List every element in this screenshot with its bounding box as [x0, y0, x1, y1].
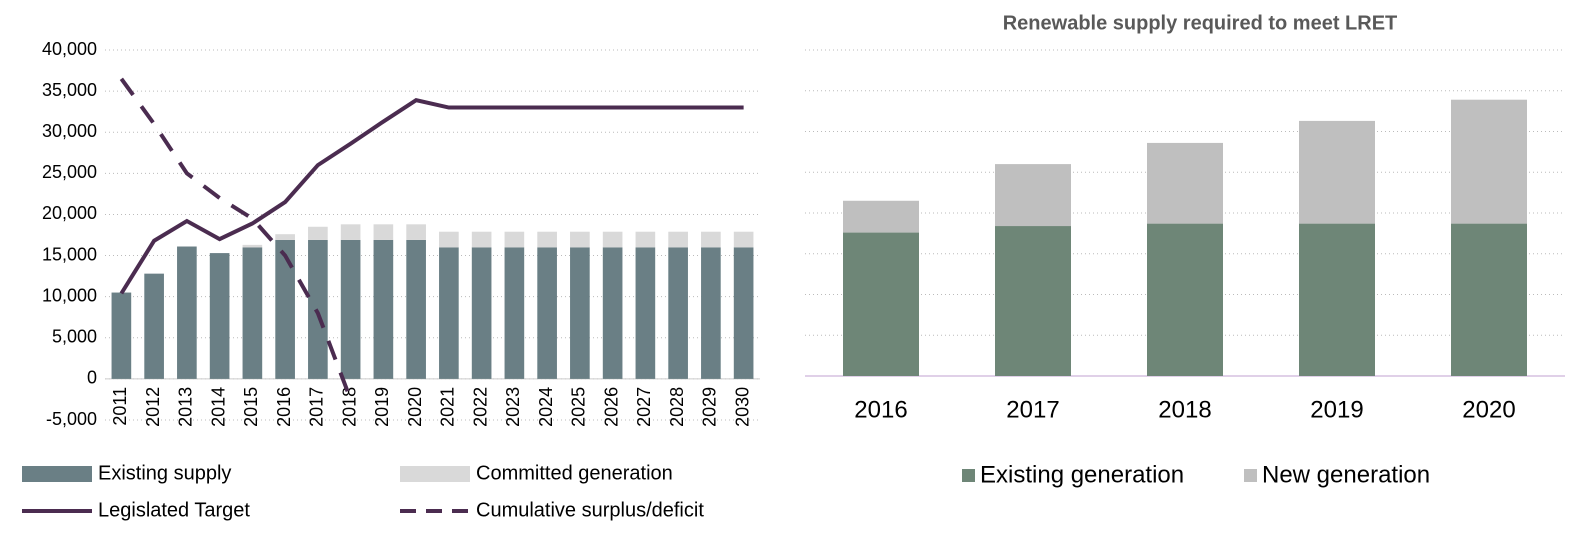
bar [340, 239, 361, 379]
x-tick-label: 2018 [1158, 396, 1211, 423]
bar [602, 247, 623, 379]
bar [701, 231, 721, 248]
bar [1147, 223, 1223, 376]
bar [373, 239, 394, 379]
bar [308, 226, 328, 240]
x-tick-label: 2026 [601, 387, 621, 427]
x-tick-label: 2014 [208, 387, 228, 427]
bar [1451, 223, 1527, 376]
x-tick-label: 2019 [1310, 396, 1363, 423]
bar [471, 247, 492, 379]
bar [242, 244, 263, 248]
legend-label: Cumulative surplus/deficit [476, 499, 704, 521]
y-tick-label: 10,000 [42, 285, 97, 305]
bar [668, 247, 688, 379]
bar [439, 247, 459, 379]
y-tick-label: 35,000 [42, 80, 97, 100]
bar [471, 231, 492, 248]
bar [504, 247, 525, 379]
x-tick-label: 2025 [569, 387, 589, 427]
x-tick-label: 2017 [307, 387, 327, 427]
x-tick-label: 2023 [503, 387, 523, 427]
legend-label: Existing supply [98, 462, 231, 484]
x-tick-label: 2016 [854, 396, 907, 423]
legend-swatch [400, 466, 470, 482]
x-tick-label: 2013 [176, 387, 196, 427]
x-tick-label: 2030 [732, 387, 752, 427]
bar [439, 231, 459, 248]
x-tick-label: 2016 [274, 387, 294, 427]
y-tick-label: 40,000 [42, 39, 97, 59]
line [119, 98, 744, 295]
bar [1299, 223, 1375, 376]
legend-swatch [22, 466, 92, 482]
bar [1451, 99, 1527, 224]
bar [504, 231, 525, 248]
x-tick-label: 2018 [339, 387, 359, 427]
bar [209, 253, 230, 379]
x-tick-label: 2021 [438, 387, 458, 427]
legend-label: Legislated Target [98, 499, 250, 521]
x-tick-label: 2019 [372, 387, 392, 427]
bar [635, 247, 656, 379]
y-tick-label: 25,000 [42, 162, 97, 182]
bar [843, 200, 919, 233]
bar [242, 247, 263, 379]
bar [701, 247, 721, 379]
legend-label: Committed generation [476, 462, 673, 484]
bar [373, 224, 394, 240]
bar [602, 231, 623, 248]
bar [733, 247, 754, 379]
legend-label: New generation [1262, 461, 1430, 488]
x-tick-label: 2011 [110, 387, 130, 426]
legend-swatch [1244, 469, 1257, 482]
chart-title: Renewable supply required to meet LRET [1003, 12, 1398, 34]
bar [668, 231, 688, 248]
y-tick-label: 20,000 [42, 203, 97, 223]
bar [843, 232, 919, 376]
bar [275, 234, 295, 240]
x-tick-label: 2020 [405, 387, 425, 427]
bar [177, 246, 197, 379]
bar [537, 231, 557, 248]
bar [144, 273, 164, 379]
bar [1299, 120, 1375, 224]
bar [111, 292, 132, 379]
legend-label: Existing generation [980, 461, 1184, 488]
bar [995, 164, 1071, 227]
bar [1147, 142, 1223, 224]
bar [537, 247, 557, 379]
bar [733, 231, 754, 248]
y-tick-label: 5,000 [52, 327, 97, 347]
bar [406, 224, 426, 240]
bar [275, 239, 295, 379]
x-tick-label: 2027 [634, 387, 654, 427]
x-tick-label: 2017 [1006, 396, 1059, 423]
y-tick-label: -5,000 [46, 409, 97, 429]
legend-swatch [962, 469, 975, 482]
x-tick-label: 2020 [1462, 396, 1515, 423]
line [119, 77, 353, 401]
x-tick-label: 2015 [241, 387, 261, 427]
bar [340, 224, 361, 240]
bar [635, 231, 656, 248]
bar [406, 239, 426, 379]
y-tick-label: 30,000 [42, 121, 97, 141]
y-tick-label: 15,000 [42, 244, 97, 264]
x-tick-label: 2022 [470, 387, 490, 427]
y-tick-label: 0 [87, 368, 97, 388]
bar [995, 226, 1071, 376]
x-tick-label: 2029 [700, 387, 720, 427]
x-tick-label: 2012 [143, 387, 163, 427]
x-tick-label: 2024 [536, 387, 556, 427]
bar [570, 247, 590, 379]
x-tick-label: 2028 [667, 387, 687, 427]
bar [570, 231, 590, 248]
